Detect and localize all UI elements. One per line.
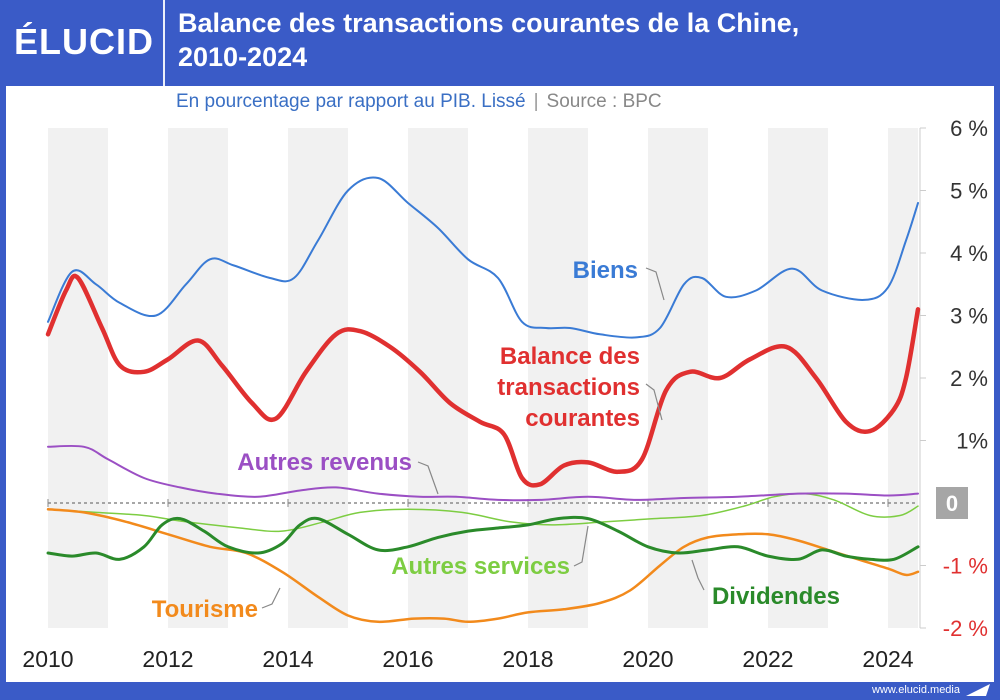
x-tick-label: 2010 [22,646,73,672]
y-tick-label: 5 % [950,179,988,204]
zero-badge [936,487,968,519]
chart-title: Balance des transactions courantes de la… [178,6,988,74]
y-tick-label: -2 % [943,616,988,641]
series-label-balance: transactions [497,374,640,401]
x-tick-label: 2024 [862,646,913,672]
x-tick-label: 2022 [742,646,793,672]
grid-band [528,128,588,628]
x-tick-label: 2018 [502,646,553,672]
y-tick-label: 2 % [950,366,988,391]
x-tick-label: 2016 [382,646,433,672]
series-line-autres-revenus [47,444,919,502]
chart-title-line1: Balance des transactions courantes de la… [178,8,800,38]
series-line-biens [47,176,919,339]
leader-line [261,587,281,609]
source-text: Source : BPC [546,91,662,112]
leader-line [691,559,705,591]
grid-band [168,128,228,628]
series-label-dividendes: Dividendes [712,583,840,610]
series-label-biens: Biens [573,257,638,284]
series-label-balance: courantes [525,405,640,432]
subtitle-text: En pourcentage par rapport au PIB. Lissé [176,91,526,112]
series-label-autres-revenus: Autres revenus [237,449,412,476]
footer-url[interactable]: www.elucid.media [871,684,960,696]
elucid-mark-icon [966,684,990,696]
header: ÉLUCID Balance des transactions courante… [0,0,1000,86]
grid-band [768,128,828,628]
x-tick-label: 2012 [142,646,193,672]
grid-band [48,128,108,628]
y-tick-label: 0 [946,491,958,516]
series-label-balance: Balance des [500,343,640,370]
leader-line [645,383,663,421]
elucid-logo[interactable]: ÉLUCID [14,21,154,62]
y-tick-label: 3 % [950,304,988,329]
leader-line [573,525,589,567]
chart-subtitle: En pourcentage par rapport au PIB. Lissé… [176,90,662,114]
series-label-autres-services: Autres services [391,553,570,580]
series-line-dividendes [46,515,920,562]
y-tick-label: 4 % [950,241,988,266]
grid-band [288,128,348,628]
grid-band [888,128,918,628]
series-line-balance [45,273,921,488]
chart-title-line2: 2010-2024 [178,42,308,72]
header-divider [163,0,165,86]
y-tick-label: 6 % [950,116,988,141]
x-tick-label: 2014 [262,646,313,672]
y-tick-label: 1% [956,429,988,454]
y-tick-label: -1 % [943,554,988,579]
series-label-tourisme: Tourisme [152,596,258,623]
x-tick-label: 2020 [622,646,673,672]
leader-line [417,461,439,495]
leader-line [645,267,665,301]
subtitle-separator: | [533,91,539,112]
